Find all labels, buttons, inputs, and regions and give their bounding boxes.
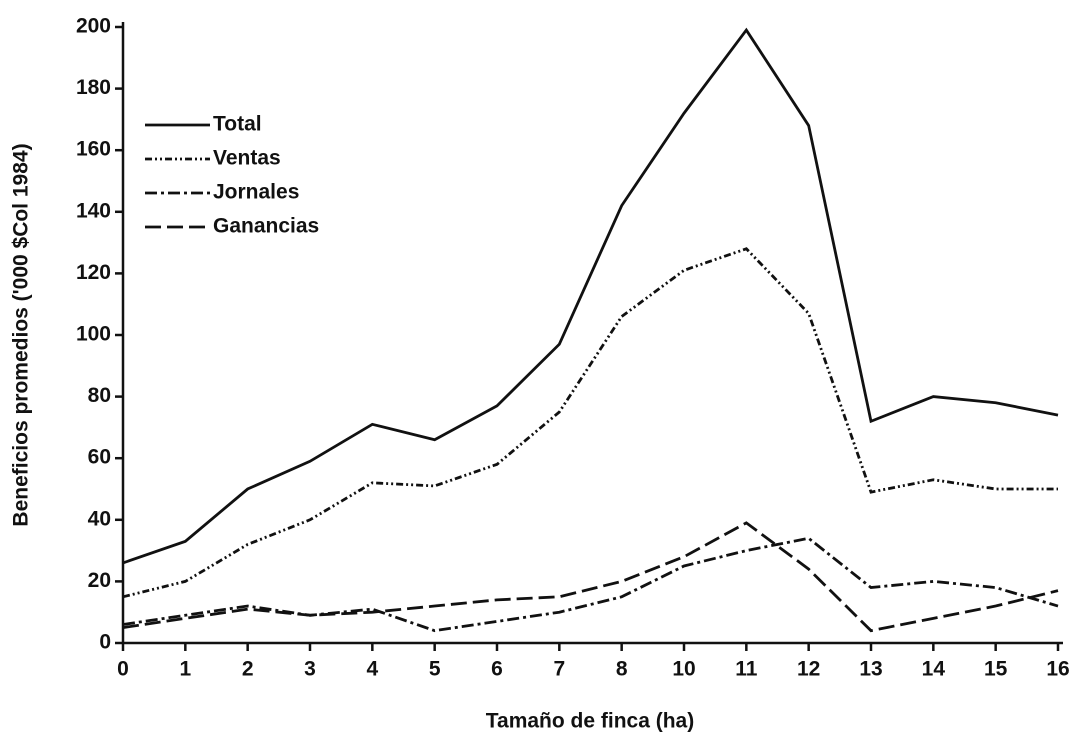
x-tick-label: 15 bbox=[984, 658, 1008, 681]
x-axis-label: Tamaño de finca (ha) bbox=[486, 710, 694, 733]
series-line bbox=[122, 27, 1059, 565]
y-tick-label: 40 bbox=[88, 507, 111, 530]
y-tick-label: 160 bbox=[76, 138, 111, 161]
legend-label: Ventas bbox=[213, 147, 281, 170]
legend-label: Ganancias bbox=[213, 215, 319, 238]
x-tick-label: 4 bbox=[366, 658, 378, 681]
x-tick-label: 8 bbox=[616, 658, 628, 681]
y-tick-label: 0 bbox=[99, 631, 111, 654]
legend-label: Jornales bbox=[213, 181, 299, 204]
x-tick-label: 14 bbox=[922, 658, 946, 681]
x-tick-label: 2 bbox=[242, 658, 254, 681]
y-tick-label: 180 bbox=[76, 76, 111, 99]
legend-label: Total bbox=[213, 113, 262, 136]
x-tick-label: 12 bbox=[797, 658, 820, 681]
x-tick-label: 6 bbox=[491, 658, 503, 681]
x-tick-label: 0 bbox=[117, 658, 129, 681]
y-tick-label: 20 bbox=[88, 569, 111, 592]
y-tick-label: 140 bbox=[76, 199, 111, 222]
x-tick-label: 11 bbox=[735, 658, 758, 681]
x-tick-label: 7 bbox=[553, 658, 565, 681]
y-tick-label: 60 bbox=[88, 446, 111, 469]
y-tick-label: 200 bbox=[76, 15, 111, 38]
x-tick-label: 1 bbox=[179, 658, 191, 681]
y-tick-label: 80 bbox=[88, 384, 111, 407]
y-axis-label: Beneficios promedios ('000 $Col 1984) bbox=[10, 143, 33, 526]
x-tick-label: 10 bbox=[672, 658, 695, 681]
x-tick-label: 13 bbox=[859, 658, 882, 681]
series-line bbox=[122, 247, 1058, 599]
series-line bbox=[122, 521, 1059, 633]
series-line bbox=[122, 536, 1059, 633]
y-tick-label: 120 bbox=[76, 261, 111, 284]
x-tick-label: 5 bbox=[429, 658, 441, 681]
y-tick-label: 100 bbox=[76, 323, 111, 346]
x-tick-label: 3 bbox=[304, 658, 316, 681]
x-tick-label: 16 bbox=[1046, 658, 1069, 681]
